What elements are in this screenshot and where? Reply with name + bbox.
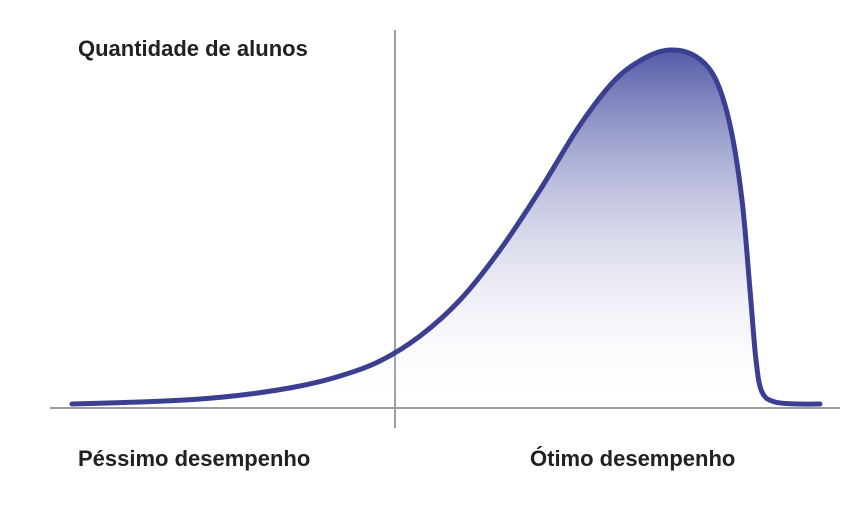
x-axis-label-left: Péssimo desempenho	[78, 446, 310, 472]
y-axis-title: Quantidade de alunos	[78, 36, 308, 62]
distribution-chart	[0, 0, 861, 511]
distribution-area	[72, 50, 820, 408]
chart-container: Quantidade de alunos Péssimo desempenho …	[0, 0, 861, 511]
x-axis-label-right: Ótimo desempenho	[530, 446, 735, 472]
